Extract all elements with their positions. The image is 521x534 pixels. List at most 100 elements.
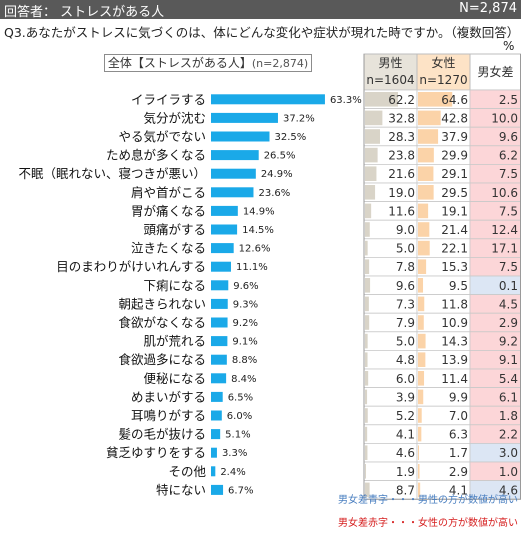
male-bar — [365, 129, 380, 144]
male-value: 6.0 — [396, 372, 415, 386]
category-label: 頭痛がする — [143, 222, 206, 237]
female-bar — [418, 333, 426, 349]
total-value-label: 8.4% — [231, 374, 256, 385]
total-value-label: 3.3% — [222, 448, 247, 459]
total-bar — [211, 447, 217, 458]
male-bar — [365, 278, 371, 293]
category-label: 食欲過多になる — [118, 352, 206, 367]
diff-value: 7.5 — [499, 167, 518, 181]
total-value-label: 8.8% — [232, 355, 257, 366]
male-value: 7.8 — [396, 260, 415, 274]
total-bar — [211, 112, 278, 123]
diff-header-label: 男女差 — [477, 64, 513, 79]
female-bar — [418, 240, 430, 256]
female-bar — [418, 222, 430, 237]
total-n: (n=2,874) — [251, 57, 309, 70]
female-bar — [418, 278, 424, 293]
female-bar — [418, 185, 434, 200]
unit-label: % — [503, 39, 515, 53]
male-value: 9.6 — [396, 279, 415, 293]
female-value: 37.9 — [441, 130, 468, 144]
header-bar: 回答者： ストレスがある人 N=2,874 — [0, 0, 521, 20]
female-value: 42.8 — [441, 111, 468, 125]
male-value: 7.3 — [396, 297, 415, 311]
diff-value: 5.4 — [499, 372, 518, 386]
diff-value: 3.0 — [499, 446, 518, 460]
category-label: 朝起きられない — [118, 296, 206, 311]
diff-value: 0.1 — [499, 279, 518, 293]
total-bar — [211, 261, 231, 272]
total-bar — [211, 466, 216, 477]
category-label: 泣きたくなる — [131, 241, 206, 256]
male-value: 8.7 — [396, 483, 415, 497]
female-value: 15.3 — [441, 260, 468, 274]
female-bar — [418, 296, 425, 312]
total-value-label: 9.3% — [233, 299, 258, 310]
notes: 男女差青字・・・男性の方が数値が高い 男女差赤字・・・女性の方が数値が高い — [330, 491, 520, 529]
category-label: 胃が痛くなる — [131, 203, 206, 218]
category-label: めまいがする — [131, 389, 206, 404]
total-bar — [211, 410, 222, 421]
note-red: 男女差赤字・・・女性の方が数値が高い — [338, 518, 518, 529]
question-text: Q3.あなたがストレスに気づくのは、体にどんな変化や症状が現れた時ですか。（複数… — [4, 25, 520, 40]
total-bar — [211, 205, 238, 216]
male-bar — [365, 352, 368, 367]
female-bar — [418, 445, 419, 460]
total-value-label: 9.2% — [233, 318, 258, 329]
total-label: 全体【ストレスがある人】 — [107, 56, 252, 70]
category-label: 特にない — [156, 482, 206, 497]
category-label: 下痢になる — [143, 278, 206, 293]
female-value: 64.6 — [441, 93, 468, 107]
total-bar — [211, 298, 228, 309]
diff-value: 6.1 — [499, 390, 518, 404]
male-bar — [365, 240, 368, 256]
diff-value: 17.1 — [491, 242, 518, 256]
female-bar — [418, 203, 429, 219]
total-value-label: 2.4% — [220, 467, 245, 478]
male-value: 5.2 — [396, 409, 415, 423]
total-value-label: 14.5% — [242, 225, 274, 236]
total-bar — [211, 354, 227, 365]
male-bar — [365, 333, 368, 349]
total-bar — [211, 336, 228, 347]
category-label: やる気がでない — [118, 129, 206, 144]
female-header-n: n=1270 — [419, 73, 467, 87]
total-bar — [211, 484, 224, 495]
total-value-label: 6.5% — [228, 392, 253, 403]
total-value-label: 5.1% — [225, 430, 250, 441]
diff-value: 9.6 — [499, 130, 518, 144]
female-value: 7.0 — [449, 409, 468, 423]
female-value: 6.3 — [449, 428, 468, 442]
male-bar — [365, 110, 383, 126]
male-value: 11.6 — [388, 204, 415, 218]
category-label: 目のまわりがけいれんする — [56, 259, 206, 274]
diff-value: 2.5 — [499, 93, 518, 107]
female-bar — [418, 482, 421, 498]
category-label: 肌が荒れる — [143, 334, 206, 349]
diff-value: 6.2 — [499, 149, 518, 163]
male-bar — [365, 464, 367, 479]
diff-value: 1.0 — [499, 465, 518, 479]
male-bar — [365, 408, 368, 423]
category-label: 耳鳴りがする — [131, 408, 206, 423]
diff-value: 4.5 — [499, 297, 518, 311]
diff-value: 7.5 — [499, 260, 518, 274]
male-value: 32.8 — [388, 111, 415, 125]
male-bar — [365, 371, 369, 386]
diff-value: 4.6 — [499, 483, 518, 497]
female-value: 22.1 — [441, 242, 468, 256]
total-bar — [211, 224, 238, 235]
category-label: 便秘になる — [143, 371, 206, 386]
diff-value: 2.9 — [499, 316, 518, 330]
male-value: 9.0 — [396, 223, 415, 237]
category-label: 気分が沈む — [143, 110, 206, 125]
male-value: 62.2 — [388, 93, 415, 107]
male-value: 28.3 — [388, 130, 415, 144]
diff-value: 9.2 — [499, 335, 518, 349]
female-bar — [418, 464, 420, 479]
male-value: 3.9 — [396, 390, 415, 404]
diff-value: 9.1 — [499, 353, 518, 367]
total-bar — [211, 317, 228, 328]
male-value: 21.6 — [388, 167, 415, 181]
